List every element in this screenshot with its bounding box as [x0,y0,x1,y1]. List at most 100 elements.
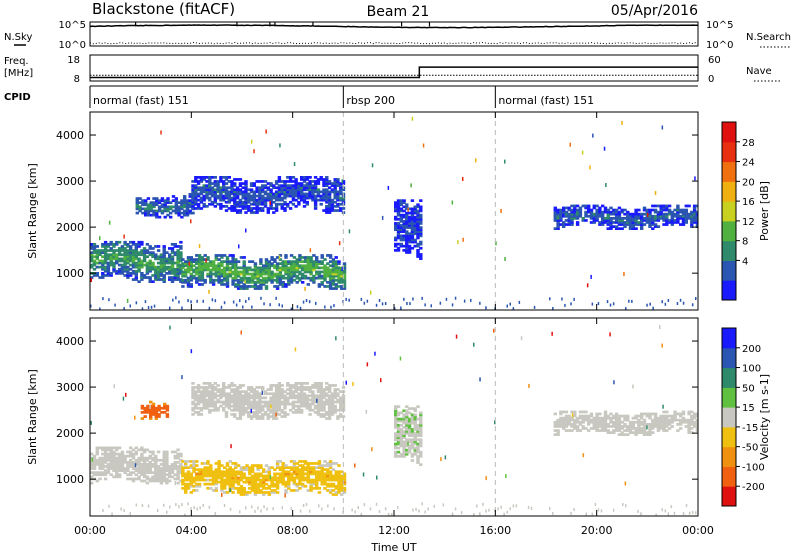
range-cell [413,215,417,219]
range-cell [117,259,122,263]
range-cell [131,477,136,481]
range-cell [103,446,108,450]
range-cell [275,266,280,270]
range-cell [176,274,180,277]
range-cell [273,272,277,276]
range-cell [109,255,113,259]
range-cell [247,200,251,204]
range-cell [302,404,307,408]
ground-scatter-cell [512,504,515,508]
range-cell [142,465,147,468]
range-cell [662,420,666,424]
range-cell [695,427,698,430]
range-cell [405,413,409,417]
range-cell [673,416,677,420]
range-cell [653,223,658,226]
range-cell [284,491,288,494]
range-cell [186,258,191,261]
range-cell [142,448,147,452]
range-cell [253,489,258,492]
range-cell [326,468,330,471]
range-cell [148,467,152,470]
range-cell [222,196,226,200]
range-cell [416,226,420,229]
range-cell [330,200,335,204]
ground-scatter-cell [263,302,265,306]
range-cell [313,205,318,208]
range-cell [407,238,412,242]
range-cell [687,425,691,428]
range-cell [637,431,641,434]
range-cell [234,260,238,263]
ground-scatter-cell [512,307,515,310]
range-cell [328,484,333,488]
range-cell [315,466,319,469]
range-cell [195,258,199,261]
range-cell [106,263,111,267]
ground-scatter-cell [269,303,271,307]
cpid-segments: normal (fast) 151 rbsp 200 normal (fast) 1… [89,86,594,108]
range-cell [220,268,224,272]
range-cell [253,474,258,478]
range-cell [665,208,669,212]
range-cell [217,258,221,261]
range-cell [614,425,619,428]
range-cell [200,262,205,265]
range-cell [92,245,97,248]
range-cell [637,214,641,218]
range-cell [394,222,398,225]
range-cell [195,268,199,272]
range-cell [170,280,175,283]
range-cell [261,417,265,420]
range-cell [242,487,246,490]
range-cell [416,251,420,254]
range-cell [95,261,99,265]
range-cell [252,406,256,410]
range-cell [203,470,207,474]
ground-scatter-cell [509,302,511,306]
range-cell [92,463,97,466]
range-cell [179,465,183,468]
range-cell [95,471,99,474]
range-cell [303,268,308,272]
range-cell [98,461,102,464]
range-cell [556,425,560,428]
range-cell [559,410,563,414]
noise-cell [623,272,625,276]
range-cell [255,400,259,404]
range-cell [278,258,283,261]
range-cell [90,452,94,456]
range-cell [144,199,148,202]
ground-scatter-cell [673,511,676,515]
range-cell [177,207,181,211]
range-cell [695,423,698,426]
range-cell [405,240,409,244]
noise-cell [229,488,231,493]
range-cell [294,394,298,398]
range-cell [249,388,254,391]
range-cell [402,444,406,448]
range-cell [399,217,403,221]
range-cell [581,420,585,424]
range-cell [606,219,610,222]
range-cell [230,196,234,200]
range-cell [623,217,627,220]
range-cell [159,265,164,269]
range-cell [156,278,161,281]
range-cell [662,416,666,420]
range-cell [280,388,284,391]
range-cell [419,226,423,229]
range-cell [277,196,282,200]
range-cell [653,414,658,418]
range-cell [316,188,321,192]
range-cell [194,402,198,406]
ground-scatter-cell [661,300,663,304]
range-cell [256,478,260,482]
range-cell [184,489,188,492]
range-cell [305,200,309,204]
ground-scatter-cell [214,512,217,515]
range-cell [249,202,254,206]
range-cell [396,199,401,202]
noise-cell [341,179,343,184]
range-cell [117,249,122,252]
